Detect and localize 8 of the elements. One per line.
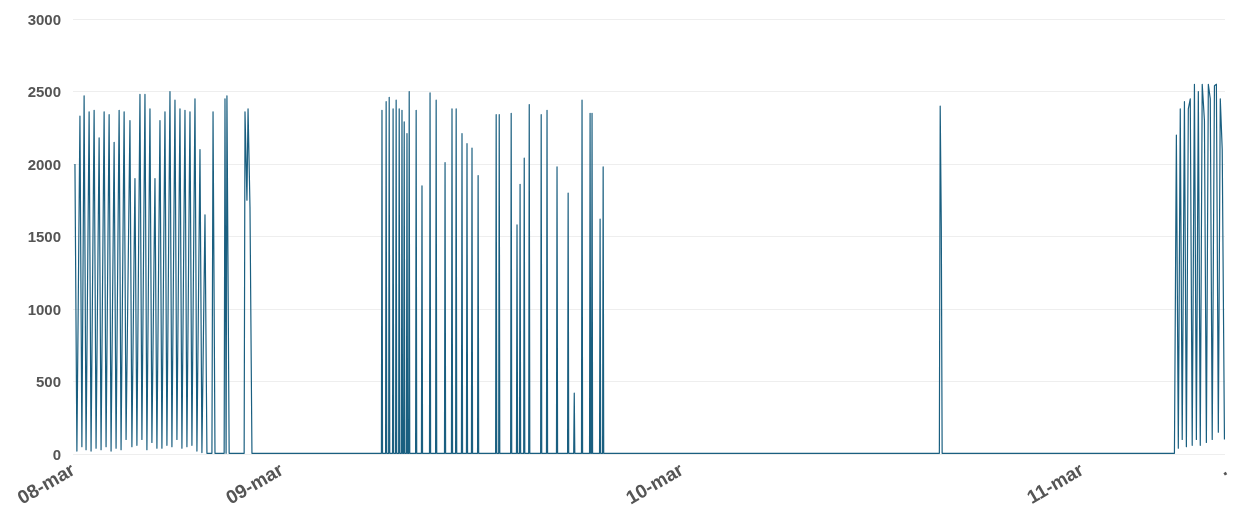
- y-tick-label: 1000: [27, 300, 61, 318]
- x-tick-label: .: [1215, 458, 1231, 480]
- y-tick-label: 2000: [27, 155, 61, 173]
- y-tick-label: 500: [35, 373, 61, 390]
- y-tick-label: 1500: [27, 228, 61, 245]
- y-tick-label: 3000: [27, 10, 61, 28]
- y-tick-label: 0: [52, 445, 61, 463]
- y-tick-label: 2500: [27, 83, 61, 100]
